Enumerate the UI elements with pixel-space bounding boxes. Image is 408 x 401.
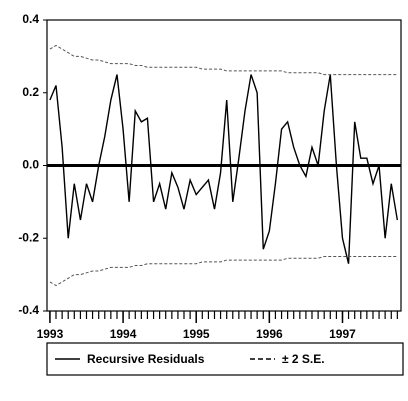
x-tick-label: 1997 <box>329 327 356 341</box>
y-tick-label: -0.4 <box>18 303 39 317</box>
lower-band <box>49 255 398 287</box>
series-line <box>49 44 398 76</box>
y-tick-label: -0.2 <box>18 230 39 244</box>
x-tick-label: 1994 <box>110 327 137 341</box>
y-tick-label: 0.0 <box>22 158 39 172</box>
y-tick-label: 0.2 <box>22 85 39 99</box>
y-tick-label: 0.4 <box>22 12 39 26</box>
x-tick-label: 1993 <box>37 327 64 341</box>
legend-label: ± 2 S.E. <box>282 352 325 366</box>
series-line <box>49 74 399 264</box>
legend-label: Recursive Residuals <box>87 352 205 366</box>
x-tick-label: 1995 <box>183 327 210 341</box>
legend-box <box>46 342 404 376</box>
x-tick-label: 1996 <box>256 327 283 341</box>
